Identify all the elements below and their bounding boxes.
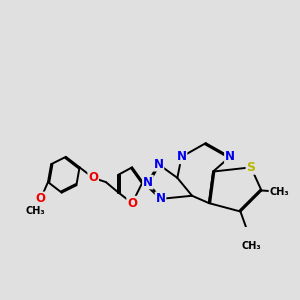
- Text: N: N: [153, 158, 164, 171]
- Text: N: N: [225, 150, 235, 163]
- Text: CH₃: CH₃: [26, 206, 45, 216]
- Text: O: O: [36, 192, 46, 206]
- Text: N: N: [155, 192, 166, 206]
- Text: S: S: [247, 161, 256, 174]
- Text: O: O: [127, 196, 137, 210]
- Text: CH₃: CH₃: [269, 187, 289, 197]
- Text: N: N: [176, 150, 187, 163]
- Text: O: O: [88, 171, 98, 184]
- Text: N: N: [143, 176, 153, 189]
- Text: CH₃: CH₃: [242, 242, 261, 251]
